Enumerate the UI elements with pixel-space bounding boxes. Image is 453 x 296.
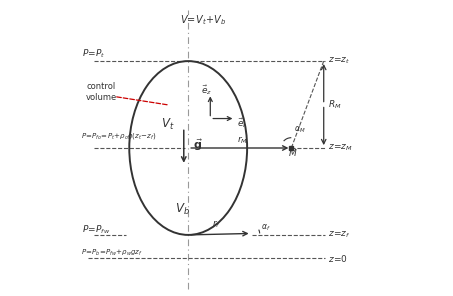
Text: $V\!=\!V_t\!+\!V_b$: $V\!=\!V_t\!+\!V_b$ xyxy=(180,13,226,27)
Text: $z\!=\!z_M$: $z\!=\!z_M$ xyxy=(328,143,353,153)
Text: $z\!=\!z_f$: $z\!=\!z_f$ xyxy=(328,230,351,240)
Text: $z\!=\!z_t$: $z\!=\!z_t$ xyxy=(328,56,351,66)
Text: $P\!=\!P_t$: $P\!=\!P_t$ xyxy=(82,47,106,60)
Text: $r_f$: $r_f$ xyxy=(212,219,221,230)
Text: $P\!=\!P_b\!=\!P_{fw}\!+\!\rho_w gz_f$: $P\!=\!P_b\!=\!P_{fw}\!+\!\rho_w gz_f$ xyxy=(81,248,143,258)
Text: $\alpha_f$: $\alpha_f$ xyxy=(261,223,270,234)
Text: $r_M$: $r_M$ xyxy=(237,135,248,146)
Text: $\vec{\mathbf{g}}$: $\vec{\mathbf{g}}$ xyxy=(193,137,202,153)
Text: $M$: $M$ xyxy=(288,147,298,158)
Text: $V_t$: $V_t$ xyxy=(161,117,174,132)
Text: $R_M$: $R_M$ xyxy=(328,98,342,111)
Text: $z\!=\!0$: $z\!=\!0$ xyxy=(328,253,348,264)
Text: $\alpha_M$: $\alpha_M$ xyxy=(294,125,306,135)
Text: $\vec{e}_z$: $\vec{e}_z$ xyxy=(202,84,212,97)
Text: $V_b$: $V_b$ xyxy=(175,202,190,218)
Text: control
volume: control volume xyxy=(86,82,117,102)
Text: $\vec{e}_r$: $\vec{e}_r$ xyxy=(237,116,247,130)
Text: $P\!=\!P_{fo}\!=\!P_t\!+\!\rho_o g(z_t\!-\!z_f)$: $P\!=\!P_{fo}\!=\!P_t\!+\!\rho_o g(z_t\!… xyxy=(81,131,156,141)
Text: $P\!=\!P_{fw}$: $P\!=\!P_{fw}$ xyxy=(82,223,111,236)
